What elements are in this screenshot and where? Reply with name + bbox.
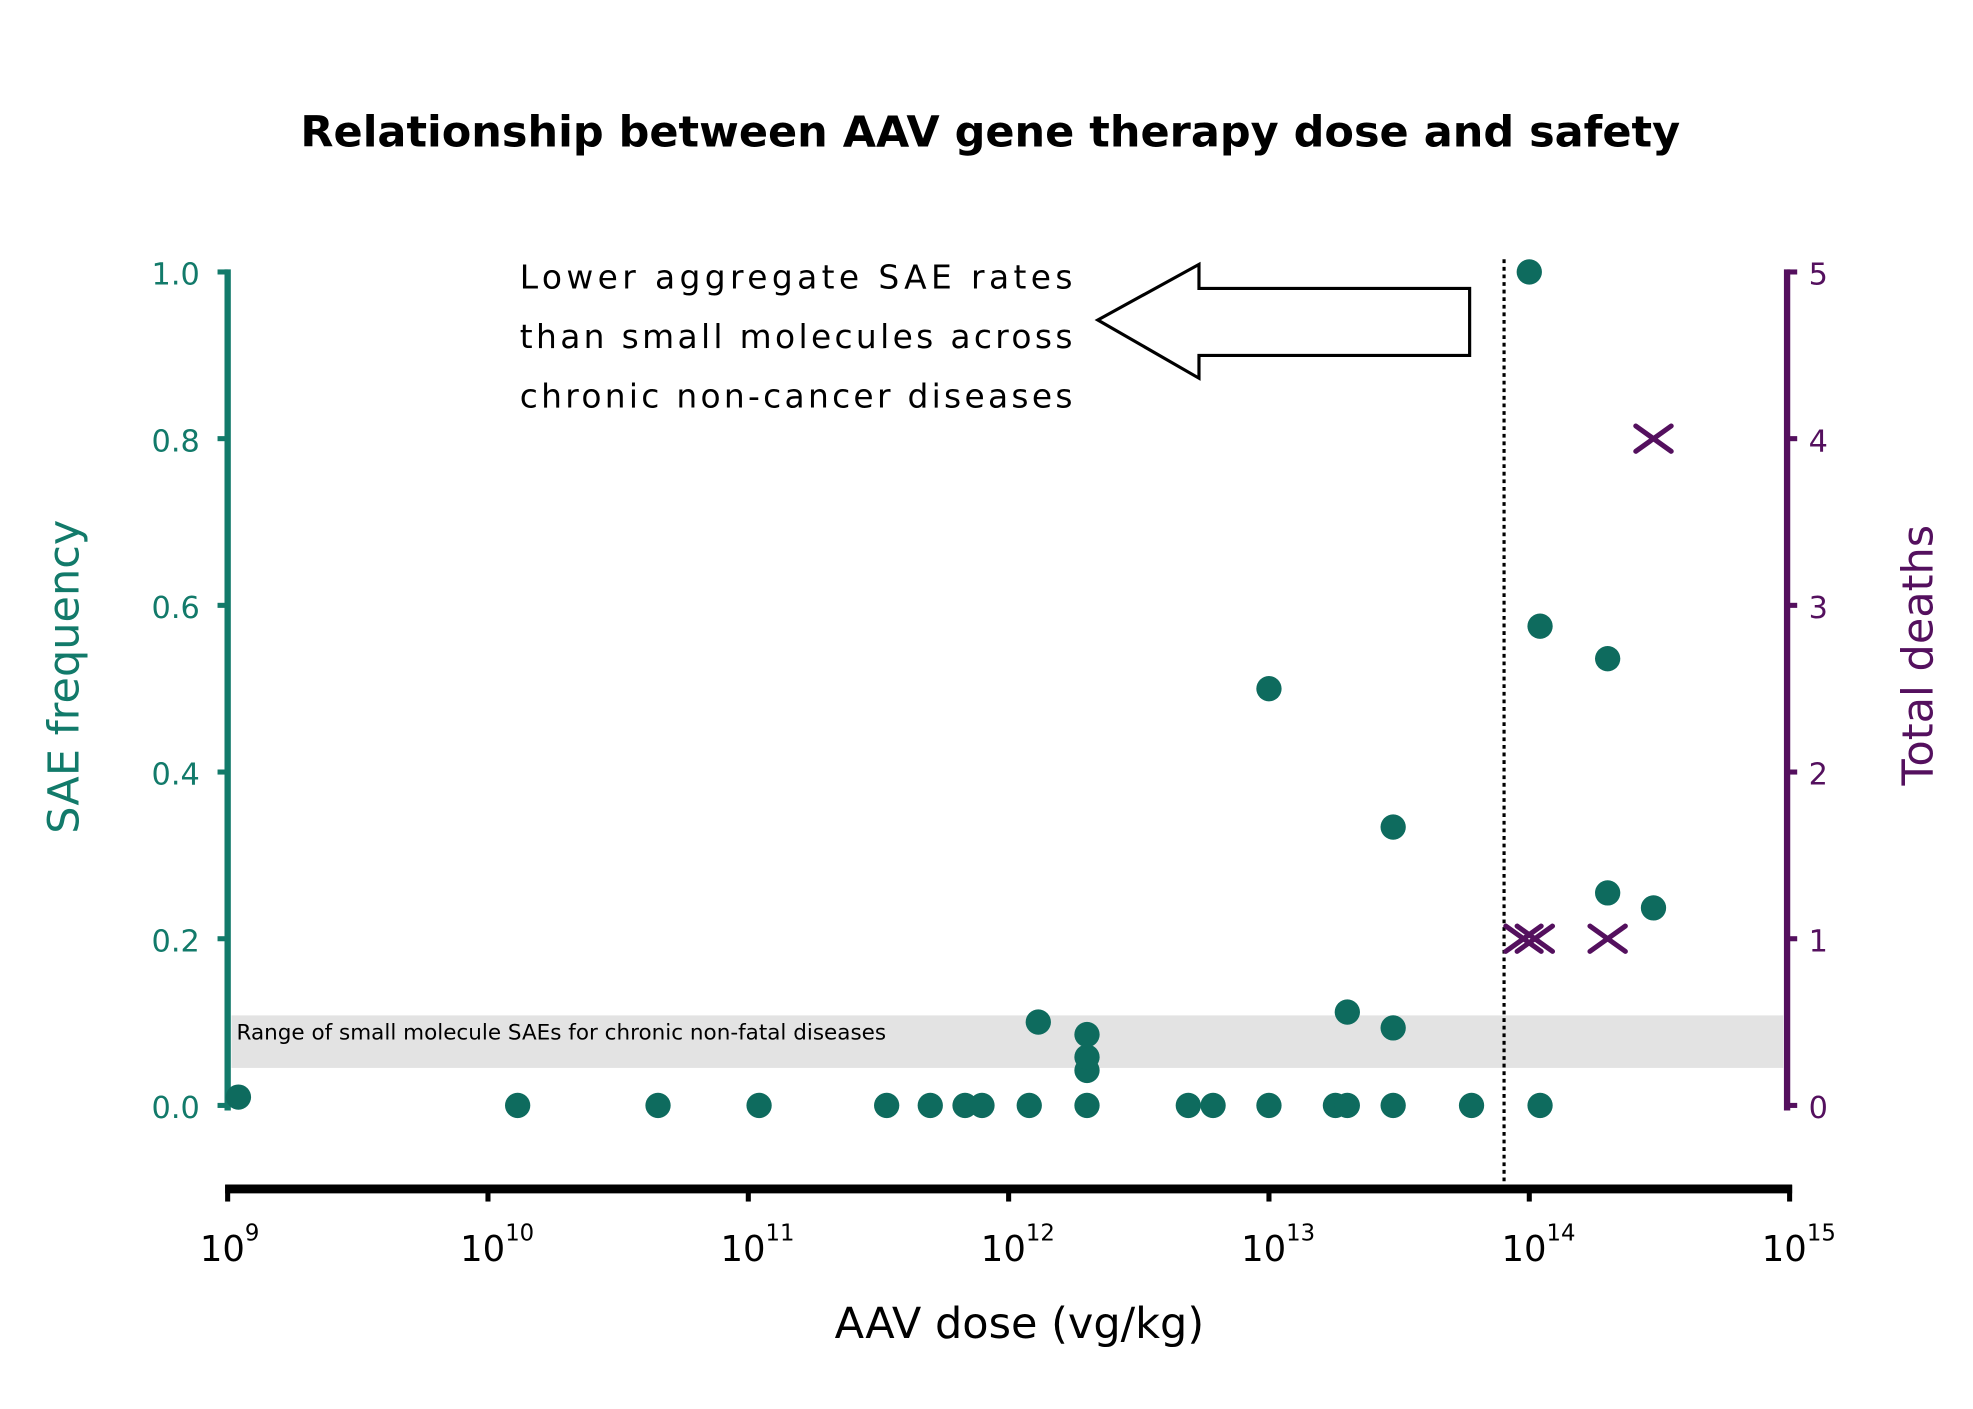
sae-point (1256, 1092, 1282, 1119)
x-tick-base: 10 (1762, 1229, 1807, 1270)
sae-point (1074, 1021, 1100, 1048)
sae-point (917, 1092, 943, 1119)
sae-point (1334, 999, 1360, 1025)
y-tick-label: 0.2 (152, 924, 200, 959)
sae-point (645, 1092, 671, 1119)
x-tick-label: 1014 (1501, 1221, 1575, 1270)
y-tick-label: 0.4 (152, 758, 200, 793)
x-tick-base: 10 (720, 1229, 765, 1270)
sae-point (746, 1092, 772, 1119)
death-x-marker (1587, 923, 1628, 954)
y-right-tick-label: 2 (1809, 758, 1828, 793)
annotation-line-3: chronic non-cancer diseases (520, 376, 1073, 415)
x-tick-exponent: 13 (1286, 1221, 1315, 1247)
sae-point (1380, 814, 1406, 840)
y-right-tick-label: 5 (1809, 258, 1828, 293)
y-tick-label: 0.0 (152, 1091, 200, 1126)
sae-point (1595, 646, 1621, 672)
x-tick-base: 10 (1501, 1229, 1546, 1270)
y-tick-label: 0.8 (152, 424, 200, 459)
chart-title: Relationship between AAV gene therapy do… (300, 108, 1680, 158)
sae-point (225, 1084, 252, 1110)
x-tick-base: 10 (981, 1229, 1026, 1270)
y-axis-right-label: Total deaths (1894, 525, 1944, 787)
x-tick-label: 1013 (1241, 1221, 1315, 1270)
annotation-line-1: Lower aggregate SAE rates (520, 257, 1073, 296)
sae-point (1380, 1092, 1406, 1119)
x-tick-exponent: 14 (1547, 1221, 1576, 1247)
sae-point (1256, 676, 1282, 702)
y-right-tick-label: 1 (1809, 924, 1828, 959)
death-x-marker (1633, 423, 1674, 454)
annotation: Lower aggregate SAE rates than small mol… (520, 257, 1472, 415)
left-arrow-icon (1094, 261, 1472, 381)
y-tick-label: 0.6 (152, 591, 200, 626)
x-tick-exponent: 9 (245, 1221, 259, 1247)
y-right-tick-label: 4 (1809, 424, 1828, 459)
small-molecule-band (231, 1015, 1784, 1068)
sae-point (874, 1092, 900, 1119)
y-right-tick-label: 3 (1809, 591, 1828, 626)
sae-point (1175, 1092, 1201, 1119)
sae-point (1640, 895, 1667, 921)
x-tick-base: 10 (200, 1229, 245, 1270)
sae-point (1016, 1092, 1042, 1119)
sae-point (1516, 259, 1542, 285)
sae-point (1200, 1092, 1226, 1119)
x-tick-exponent: 11 (766, 1221, 795, 1247)
sae-point (504, 1092, 531, 1119)
sae-point (1074, 1092, 1100, 1119)
x-tick-exponent: 10 (505, 1221, 534, 1247)
death-x-marker (1503, 923, 1544, 954)
sae-point (1458, 1092, 1485, 1119)
band-label: Range of small molecule SAEs for chronic… (237, 1021, 887, 1046)
y-right-tick-label: 0 (1809, 1091, 1828, 1126)
x-tick-label: 1011 (720, 1221, 794, 1270)
x-axis-label: AAV dose (vg/kg) (835, 1299, 1204, 1349)
annotation-line-2: than small molecules across (520, 317, 1073, 356)
x-tick-base: 10 (460, 1229, 505, 1270)
x-tick-label: 109 (200, 1221, 260, 1270)
sae-point (1380, 1015, 1406, 1041)
x-tick-base: 10 (1241, 1229, 1286, 1270)
y-axis-label: SAE frequency (39, 520, 89, 834)
sae-point (1595, 880, 1621, 906)
y-tick-label: 1.0 (152, 258, 200, 293)
x-tick-label: 1012 (981, 1221, 1055, 1270)
x-tick-label: 1010 (460, 1221, 534, 1270)
death-x-marker (1514, 923, 1556, 954)
sae-point (1527, 613, 1553, 639)
sae-point (969, 1092, 995, 1119)
sae-point (1074, 1044, 1100, 1070)
sae-point (1334, 1092, 1360, 1119)
x-tick-exponent: 12 (1026, 1221, 1055, 1247)
sae-point (1527, 1092, 1553, 1119)
x-tick-exponent: 15 (1807, 1221, 1836, 1247)
sae-point (1025, 1009, 1051, 1035)
x-tick-label: 1015 (1762, 1221, 1836, 1270)
